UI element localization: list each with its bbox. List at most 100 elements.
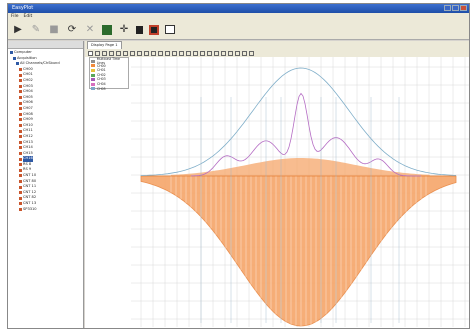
legend-entry[interactable]: CH01 (91, 68, 127, 73)
square-icon[interactable] (102, 24, 112, 35)
channel-icon (19, 207, 22, 211)
window-icon[interactable] (165, 25, 175, 34)
record-icon[interactable]: ■ (49, 23, 59, 35)
record-dot-icon[interactable] (149, 24, 159, 35)
tab-display-page-1[interactable]: Display Page 1 (87, 41, 122, 49)
tree-item[interactable]: CH02 (10, 78, 83, 84)
tree-item-label: CNT 10 (23, 173, 37, 178)
tree-item[interactable]: CNT 82 (10, 195, 83, 201)
tree-item[interactable]: RS 8 (10, 162, 83, 168)
tree-item[interactable]: CH13 (10, 140, 83, 146)
channel-icon (13, 56, 16, 60)
pen-icon[interactable]: ✎ (31, 23, 41, 35)
tree-item[interactable]: CH01 (10, 72, 83, 78)
tree-item[interactable]: CH16 (10, 156, 83, 162)
graph-tool-icon[interactable] (200, 50, 205, 56)
menu-edit[interactable]: Edit (23, 14, 33, 19)
graph-tool-icon[interactable] (123, 50, 128, 56)
tree-item-label: CH12 (23, 133, 33, 138)
block-icon[interactable] (136, 25, 143, 34)
graph-tool-icon[interactable] (214, 50, 219, 56)
minimize-button[interactable] (444, 5, 451, 11)
legend-swatch (91, 78, 95, 82)
maximize-button[interactable] (452, 5, 459, 11)
channel-icon (19, 107, 22, 111)
tree-item-label: CH10 (23, 122, 33, 127)
graph-tool-icon[interactable] (179, 50, 184, 56)
channel-icon (19, 185, 22, 189)
tree-item-label: CH11 (23, 128, 33, 133)
legend-entry[interactable]: CH05 (91, 87, 127, 92)
tree-item[interactable]: CH00 (10, 67, 83, 73)
graph-tool-icon[interactable] (235, 50, 240, 56)
tree-item[interactable]: CNT 13 (10, 201, 83, 207)
channel-icon (19, 129, 22, 133)
graph-tool-icon[interactable] (207, 50, 212, 56)
tree-item[interactable]: RS 9 (10, 167, 83, 173)
tree-item[interactable]: CH04 (10, 89, 83, 95)
channel-icon (19, 124, 22, 128)
graph-tool-icon[interactable] (172, 50, 177, 56)
refresh-icon[interactable]: ⟳ (67, 23, 77, 35)
tree-item[interactable]: Acquisition (10, 56, 83, 62)
legend-entry[interactable]: CH02 (91, 73, 127, 78)
legend-entry[interactable]: CH03 (91, 77, 127, 82)
crosshair-icon[interactable]: ✛ (119, 23, 129, 35)
channel-icon (16, 62, 19, 66)
legend-label: CH02 (97, 72, 106, 77)
graph-tool-icon[interactable] (102, 50, 107, 56)
legend-swatch (91, 59, 95, 63)
graph-tool-icon[interactable] (95, 50, 100, 56)
graph-tool-icon[interactable] (228, 50, 233, 56)
window-title: EasyPlot (12, 5, 34, 11)
graph-tool-icon[interactable] (144, 50, 149, 56)
tree-item[interactable]: CNT 11 (10, 184, 83, 190)
graph-tool-icon[interactable] (151, 50, 156, 56)
graph-tool-icon[interactable] (130, 50, 135, 56)
legend-entry[interactable]: CH04 (91, 82, 127, 87)
menu-file[interactable]: File (11, 14, 19, 19)
graph-tool-icon[interactable] (186, 50, 191, 56)
tree-item[interactable]: SP3310 (10, 207, 83, 213)
tree-item[interactable]: CH10 (10, 123, 83, 129)
tree-item[interactable]: Computer (10, 50, 83, 56)
tree-item[interactable]: CH14 (10, 145, 83, 151)
tree-item[interactable]: CH08 (10, 112, 83, 118)
graph-tool-icon[interactable] (193, 50, 198, 56)
play-icon[interactable]: ▶ (14, 23, 22, 35)
tree-item[interactable]: CH09 (10, 117, 83, 123)
tree-item[interactable]: CH12 (10, 134, 83, 140)
tree-item[interactable]: CH05 (10, 95, 83, 101)
tree-item[interactable]: CH03 (10, 84, 83, 90)
channel-icon (19, 163, 22, 167)
close-button[interactable] (460, 5, 467, 11)
channel-icon (19, 101, 22, 105)
legend-label: CH03 (97, 77, 106, 82)
graph-tool-icon[interactable] (88, 50, 93, 56)
graph-tool-icon[interactable] (109, 50, 114, 56)
tree-item[interactable]: CH15 (10, 151, 83, 157)
graph-tool-icon[interactable] (137, 50, 142, 56)
stop-icon[interactable]: ✕ (85, 23, 95, 35)
tree-item[interactable]: CNT 10 (10, 173, 83, 179)
graph-tool-icon[interactable] (158, 50, 163, 56)
tree-item[interactable]: CH11 (10, 128, 83, 134)
waveform-chart[interactable] (131, 57, 469, 327)
tree-item-label: CNT 82 (23, 195, 37, 200)
tree-item-label: CNT 12 (23, 189, 37, 194)
tree-item[interactable]: CNT 12 (10, 190, 83, 196)
graph-tool-icon[interactable] (221, 50, 226, 56)
legend-entry[interactable]: CH00 (91, 64, 127, 69)
graph-tool-icon[interactable] (242, 50, 247, 56)
legend-entry[interactable]: Multicast Time Lines (91, 57, 127, 65)
plot-area[interactable] (131, 57, 469, 327)
graph-tool-icon[interactable] (249, 50, 254, 56)
tree-item[interactable]: All Channels/ChSbund (10, 61, 83, 67)
tree-item-label: CH14 (23, 145, 33, 150)
tree-item[interactable]: CNT 80 (10, 179, 83, 185)
tree-item[interactable]: CH07 (10, 106, 83, 112)
tree-item[interactable]: CH06 (10, 100, 83, 106)
graph-tool-icon[interactable] (165, 50, 170, 56)
graph-tool-icon[interactable] (116, 50, 121, 56)
tree-item-label: CH01 (23, 72, 33, 77)
